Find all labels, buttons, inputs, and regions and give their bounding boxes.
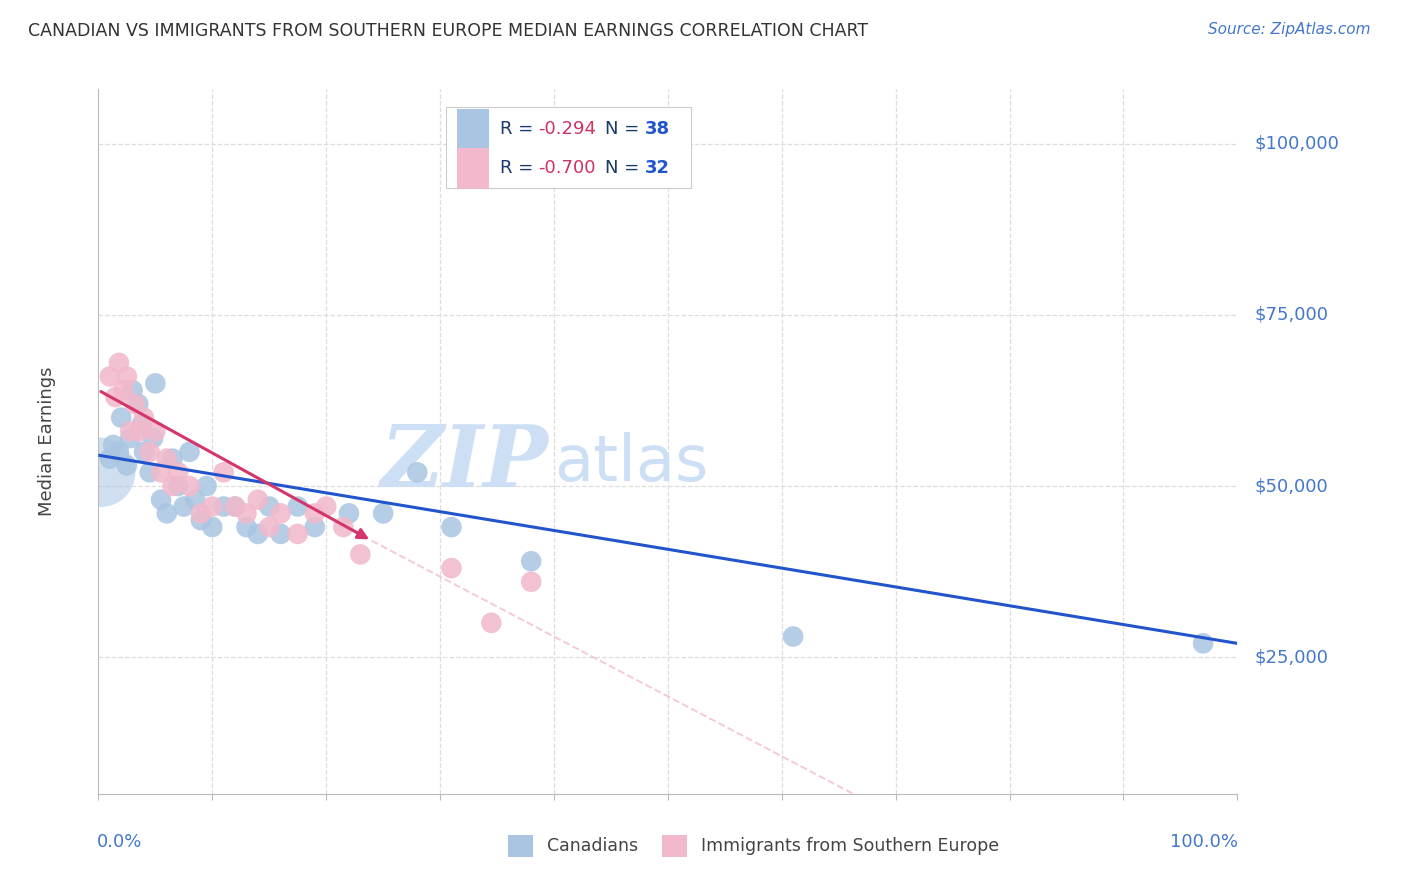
Text: N =: N =	[605, 159, 645, 178]
Text: $75,000: $75,000	[1254, 306, 1329, 324]
Point	[184, 492, 207, 507]
Text: 32: 32	[645, 159, 671, 178]
Point	[110, 410, 132, 425]
Point	[104, 390, 127, 404]
Point	[121, 383, 143, 397]
Point	[479, 615, 502, 630]
Point	[304, 520, 326, 534]
Point	[520, 554, 543, 568]
Text: 38: 38	[645, 120, 671, 138]
Point	[120, 431, 142, 445]
Text: Source: ZipAtlas.com: Source: ZipAtlas.com	[1208, 22, 1371, 37]
Point	[349, 548, 371, 562]
Point	[124, 397, 146, 411]
Text: -0.294: -0.294	[538, 120, 596, 138]
Point	[190, 507, 212, 521]
Point	[179, 445, 201, 459]
Text: Median Earnings: Median Earnings	[38, 367, 56, 516]
Point	[120, 424, 142, 438]
Text: $50,000: $50,000	[1254, 477, 1329, 495]
Text: 100.0%: 100.0%	[1170, 832, 1239, 851]
Point	[103, 438, 125, 452]
Bar	[509, 835, 533, 857]
Point	[246, 527, 269, 541]
Point	[201, 500, 224, 514]
Point	[195, 479, 218, 493]
Point	[156, 507, 179, 521]
Point	[212, 466, 235, 480]
Point	[127, 397, 149, 411]
Point	[224, 500, 246, 514]
Point	[98, 369, 121, 384]
Point	[173, 500, 195, 514]
Point	[287, 500, 309, 514]
Point	[406, 466, 429, 480]
Point	[246, 492, 269, 507]
Text: $100,000: $100,000	[1254, 135, 1340, 153]
Point	[190, 513, 212, 527]
Bar	[662, 835, 688, 857]
Bar	[457, 109, 489, 150]
Text: -0.700: -0.700	[538, 159, 596, 178]
Point	[201, 520, 224, 534]
Point	[132, 445, 155, 459]
Text: Canadians: Canadians	[547, 837, 638, 855]
Text: $25,000: $25,000	[1254, 648, 1329, 666]
Point	[156, 451, 179, 466]
Point	[235, 520, 257, 534]
Point	[259, 520, 281, 534]
Point	[167, 479, 190, 493]
Text: CANADIAN VS IMMIGRANTS FROM SOUTHERN EUROPE MEDIAN EARNINGS CORRELATION CHART: CANADIAN VS IMMIGRANTS FROM SOUTHERN EUR…	[28, 22, 869, 40]
Point	[259, 500, 281, 514]
Point	[332, 520, 354, 534]
Point	[145, 376, 167, 391]
Text: atlas: atlas	[554, 432, 709, 493]
Point	[287, 527, 309, 541]
Point	[108, 356, 131, 370]
Point	[115, 369, 138, 384]
Point	[142, 431, 165, 445]
Point	[179, 479, 201, 493]
Point	[162, 479, 184, 493]
Point	[337, 507, 360, 521]
Text: N =: N =	[605, 120, 645, 138]
Point	[440, 561, 463, 575]
Bar	[457, 148, 489, 188]
Point	[150, 492, 173, 507]
Text: R =: R =	[501, 120, 540, 138]
Point	[90, 466, 112, 480]
Point	[440, 520, 463, 534]
Point	[132, 410, 155, 425]
Point	[782, 630, 804, 644]
Point	[98, 451, 121, 466]
Text: Immigrants from Southern Europe: Immigrants from Southern Europe	[700, 837, 1000, 855]
FancyBboxPatch shape	[446, 107, 690, 188]
Point	[128, 424, 150, 438]
Point	[112, 383, 135, 397]
Point	[224, 500, 246, 514]
Text: ZIP: ZIP	[381, 421, 548, 505]
Point	[138, 445, 160, 459]
Point	[138, 466, 160, 480]
Point	[108, 445, 131, 459]
Point	[167, 466, 190, 480]
Point	[212, 500, 235, 514]
Text: 0.0%: 0.0%	[97, 832, 142, 851]
Point	[235, 507, 257, 521]
Point	[304, 507, 326, 521]
Point	[150, 466, 173, 480]
Point	[270, 527, 292, 541]
Point	[520, 574, 543, 589]
Text: R =: R =	[501, 159, 540, 178]
Point	[162, 451, 184, 466]
Point	[1192, 636, 1215, 650]
Point	[145, 424, 167, 438]
Point	[270, 507, 292, 521]
Point	[115, 458, 138, 473]
Point	[315, 500, 337, 514]
Point	[131, 417, 153, 432]
Point	[371, 507, 394, 521]
